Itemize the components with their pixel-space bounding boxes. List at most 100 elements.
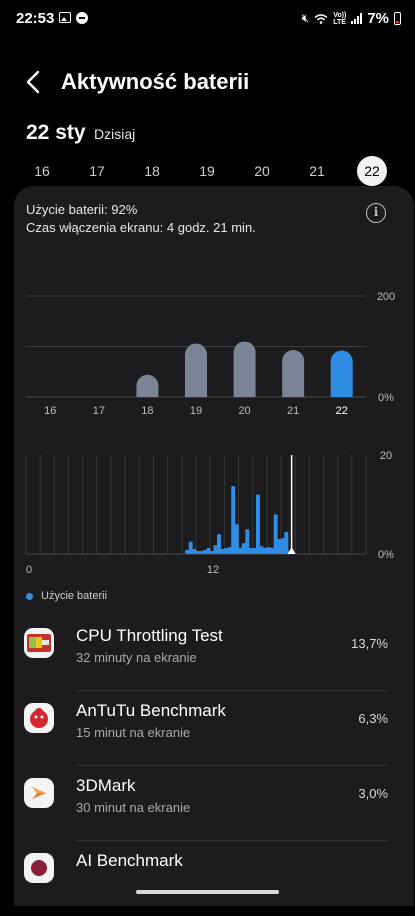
3dmark-icon <box>24 778 54 808</box>
app-item-ai-benchmark[interactable]: AI Benchmark <box>14 841 414 916</box>
app-name: CPU Throttling Test <box>76 626 223 645</box>
battery-card: Użycie baterii: 92% Czas włączenia ekran… <box>14 186 414 906</box>
hourly-bar <box>266 547 271 554</box>
day-21[interactable]: 21 <box>309 163 325 179</box>
dnd-icon <box>76 12 88 24</box>
chevron-left-icon <box>26 70 40 94</box>
hourly-bar <box>202 550 207 554</box>
weekly-x-tick-17: 17 <box>93 405 105 417</box>
hourly-y-tick-max: 20 <box>380 450 392 462</box>
app-percent: 13,7% <box>351 636 388 651</box>
status-time: 22:53 <box>16 10 55 27</box>
legend-label: Użycie baterii <box>41 590 108 602</box>
info-button[interactable]: i <box>366 203 386 223</box>
header: Aktywność baterii <box>0 60 415 104</box>
date-sub: Dzisiaj <box>94 126 136 142</box>
signal-icon <box>351 13 363 24</box>
hourly-bar <box>259 546 264 554</box>
hourly-bar <box>185 550 190 554</box>
hourly-bar <box>213 545 218 554</box>
chart-legend: Użycie baterii <box>26 590 107 602</box>
navigation-handle[interactable] <box>136 890 279 894</box>
date-main: 22 sty <box>26 121 86 144</box>
battery-icon <box>394 12 401 25</box>
wifi-icon <box>314 13 328 24</box>
day-22-selected[interactable]: 22 <box>357 156 387 186</box>
app-item-3dmark[interactable]: 3DMark 30 minut na ekranie 3,0% <box>14 766 414 841</box>
hourly-bar <box>224 548 229 554</box>
hourly-x-tick-12: 12 <box>207 564 219 576</box>
hourly-bar <box>252 548 257 554</box>
weekly-bar-18 <box>136 374 159 397</box>
app-screen-time: 32 minuty na ekranie <box>76 650 197 665</box>
hourly-bar <box>199 551 204 554</box>
back-button[interactable] <box>22 68 46 96</box>
weekly-bar-20 <box>233 341 256 397</box>
divider <box>76 840 388 841</box>
hourly-x-tick-0: 0 <box>26 564 32 576</box>
weekly-x-tick-21: 21 <box>287 405 299 417</box>
volte-icon: Vo)) LTE <box>333 11 347 26</box>
battery-percent: 7% <box>367 10 389 27</box>
hourly-bar <box>188 541 193 554</box>
hourly-bar <box>192 549 197 554</box>
hourly-y-tick-min: 0% <box>378 549 394 561</box>
day-19[interactable]: 19 <box>199 163 215 179</box>
divider <box>76 690 388 691</box>
antutu-benchmark-icon <box>24 703 54 733</box>
app-screen-time: 15 minut na ekranie <box>76 725 191 740</box>
hourly-bar <box>241 543 246 554</box>
battery-usage-summary: Użycie baterii: 92% <box>26 202 138 217</box>
app-screen-time: 30 minut na ekranie <box>76 800 191 815</box>
weekly-x-tick-18: 18 <box>141 405 153 417</box>
hourly-bar <box>206 548 211 554</box>
date-header: 22 sty Dzisiaj <box>26 121 135 145</box>
hourly-bar <box>220 549 225 554</box>
app-item-antutu-benchmark[interactable]: AnTuTu Benchmark 15 minut na ekranie 6,3… <box>14 691 414 766</box>
weekly-x-tick-19: 19 <box>190 405 202 417</box>
day-selector: 16 17 18 19 20 21 22 <box>0 156 415 186</box>
day-16[interactable]: 16 <box>34 163 50 179</box>
hourly-bar <box>238 547 243 554</box>
day-18[interactable]: 18 <box>144 163 160 179</box>
gallery-icon <box>59 12 71 23</box>
weekly-bar-19 <box>185 343 207 397</box>
hourly-bar <box>209 551 214 554</box>
day-17[interactable]: 17 <box>89 163 105 179</box>
current-time-marker <box>287 547 296 554</box>
hourly-bar <box>263 548 268 554</box>
app-name: AnTuTu Benchmark <box>76 701 226 720</box>
weekly-bar-21 <box>282 350 305 397</box>
hourly-bar <box>227 547 232 554</box>
hourly-bar <box>255 494 260 554</box>
cpu-throttling-test-icon <box>24 628 54 658</box>
hourly-bar <box>248 548 253 554</box>
app-name: AI Benchmark <box>76 851 183 870</box>
screen-time-summary: Czas włączenia ekranu: 4 godz. 21 min. <box>26 220 256 235</box>
weekly-y-tick-min: 0% <box>378 392 394 404</box>
hourly-bar <box>245 529 250 554</box>
weekly-x-tick-16: 16 <box>44 405 56 417</box>
weekly-y-tick-max: 200 <box>377 291 395 303</box>
hourly-bar <box>231 486 236 554</box>
day-20[interactable]: 20 <box>254 163 270 179</box>
app-name: 3DMark <box>76 776 136 795</box>
hourly-bar <box>195 551 200 554</box>
divider <box>76 765 388 766</box>
legend-dot <box>26 592 33 600</box>
hourly-bar <box>234 524 239 554</box>
app-percent: 6,3% <box>358 711 388 726</box>
status-bar: 22:53 🔇︎ Vo)) LTE 7% <box>0 0 415 38</box>
weekly-bar-22 <box>330 350 353 397</box>
app-item-cpu-throttling-test[interactable]: CPU Throttling Test 32 minuty na ekranie… <box>14 616 414 691</box>
info-icon: i <box>373 205 379 219</box>
hourly-bar <box>270 547 275 554</box>
hourly-bar <box>277 539 282 554</box>
ai-benchmark-icon <box>24 853 54 883</box>
mute-icon: 🔇︎ <box>301 11 310 25</box>
hourly-bar <box>273 514 278 554</box>
hourly-bar <box>280 538 285 554</box>
weekly-x-tick-22: 22 <box>336 405 348 417</box>
weekly-x-tick-20: 20 <box>238 405 250 417</box>
hourly-bar <box>217 534 222 554</box>
